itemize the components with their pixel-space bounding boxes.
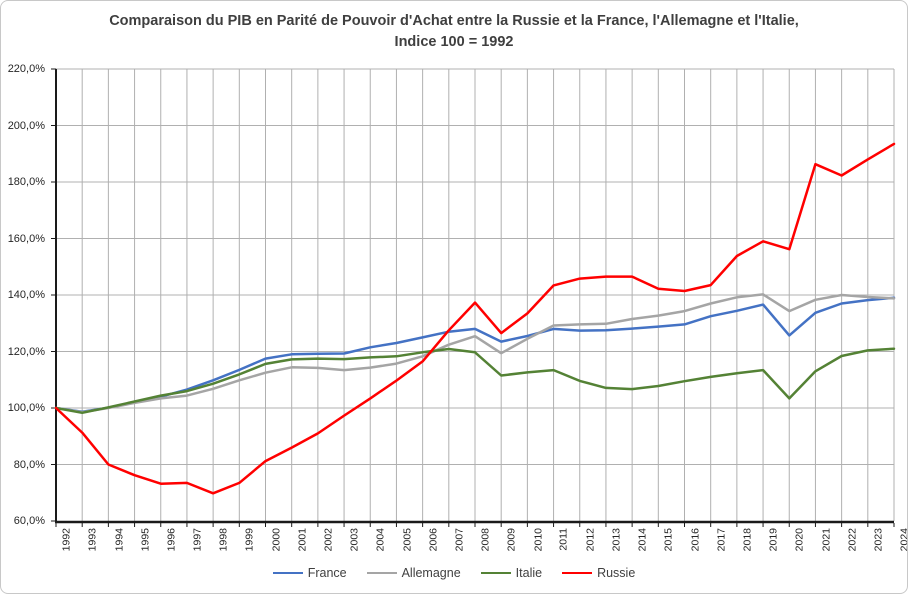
x-axis-label-1997: 1997 [191,528,204,552]
x-axis-label-2011: 2011 [558,528,571,551]
series-line-france [54,296,896,413]
x-axis-label-2005: 2005 [400,528,413,552]
chart-title: Comparaison du PIB en Parité de Pouvoir … [1,11,907,53]
legend-line-italie [480,572,511,574]
x-axis-label-2008: 2008 [479,528,492,552]
x-axis-label-2001: 2001 [296,528,309,552]
legend-line-allemagne [366,572,397,574]
y-axis-label-200: 200,0% [7,119,45,132]
legend-item-france: France [272,566,347,580]
y-axis-label-180: 180,0% [7,176,45,188]
x-axis-label-2021: 2021 [819,528,832,552]
legend-label-italie: Italie [515,566,543,580]
y-axis-label-100: 100,0% [7,402,45,414]
y-axis-label-60: 60,0% [13,515,45,527]
legend-label-russie: Russie [597,566,636,580]
x-axis-label-2000: 2000 [270,528,282,552]
x-axis-label-1998: 1998 [217,528,230,552]
x-axis-label-2013: 2013 [610,528,623,552]
series-line-allemagne [54,293,896,414]
legend-label-allemagne: Allemagne [401,566,461,580]
y-axis-label-120: 120,0% [7,345,45,358]
x-axis-label-2024: 2024 [898,528,908,552]
legend-line-russie [562,572,593,574]
legend-item-italie: Italie [480,566,543,580]
x-axis-label-1995: 1995 [139,528,152,552]
legend-line-france [272,572,303,574]
legend: France Allemagne Italie Russie [1,561,907,585]
x-axis-label-2017: 2017 [715,528,728,552]
x-axis-label-2004: 2004 [374,528,387,552]
x-axis-label-2003: 2003 [348,528,361,552]
x-axis-label-2009: 2009 [505,528,518,552]
legend-label-france: France [307,566,347,580]
x-axis-label-2020: 2020 [793,528,806,552]
legend-item-russie: Russie [562,566,635,580]
x-axis-label-2022: 2022 [846,528,859,552]
chart-title-line2: Indice 100 = 1992 [394,34,514,50]
x-axis-label-2016: 2016 [689,528,701,552]
x-axis-label-1992: 1992 [60,528,73,552]
series-line-russie [54,142,896,495]
x-axis-label-2019: 2019 [767,528,780,552]
chart-title-line1: Comparaison du PIB en Parité de Pouvoir … [109,13,799,29]
x-axis-label-2006: 2006 [427,528,440,552]
y-axis-label-140: 140,0% [7,289,45,301]
x-axis-label-2010: 2010 [531,528,544,552]
x-axis-label-2002: 2002 [322,528,335,552]
x-axis-label-1993: 1993 [86,528,99,552]
x-axis-label-2007: 2007 [453,528,466,552]
legend-item-allemagne: Allemagne [366,566,461,580]
x-axis-label-1996: 1996 [165,528,178,552]
x-axis-label-1994: 1994 [112,528,125,552]
y-axis-label-220: 220,0% [7,63,45,75]
x-axis-label-2018: 2018 [741,528,754,552]
x-axis-label-2023: 2023 [872,528,885,552]
y-axis-label-160: 160,0% [7,232,45,245]
x-axis-label-2012: 2012 [584,528,597,552]
x-axis-label-1999: 1999 [243,528,256,552]
series-line-italie [54,347,896,415]
x-axis-label-2014: 2014 [636,528,649,552]
y-axis-label-80: 80,0% [13,458,45,471]
x-axis-label-2015: 2015 [662,528,675,552]
